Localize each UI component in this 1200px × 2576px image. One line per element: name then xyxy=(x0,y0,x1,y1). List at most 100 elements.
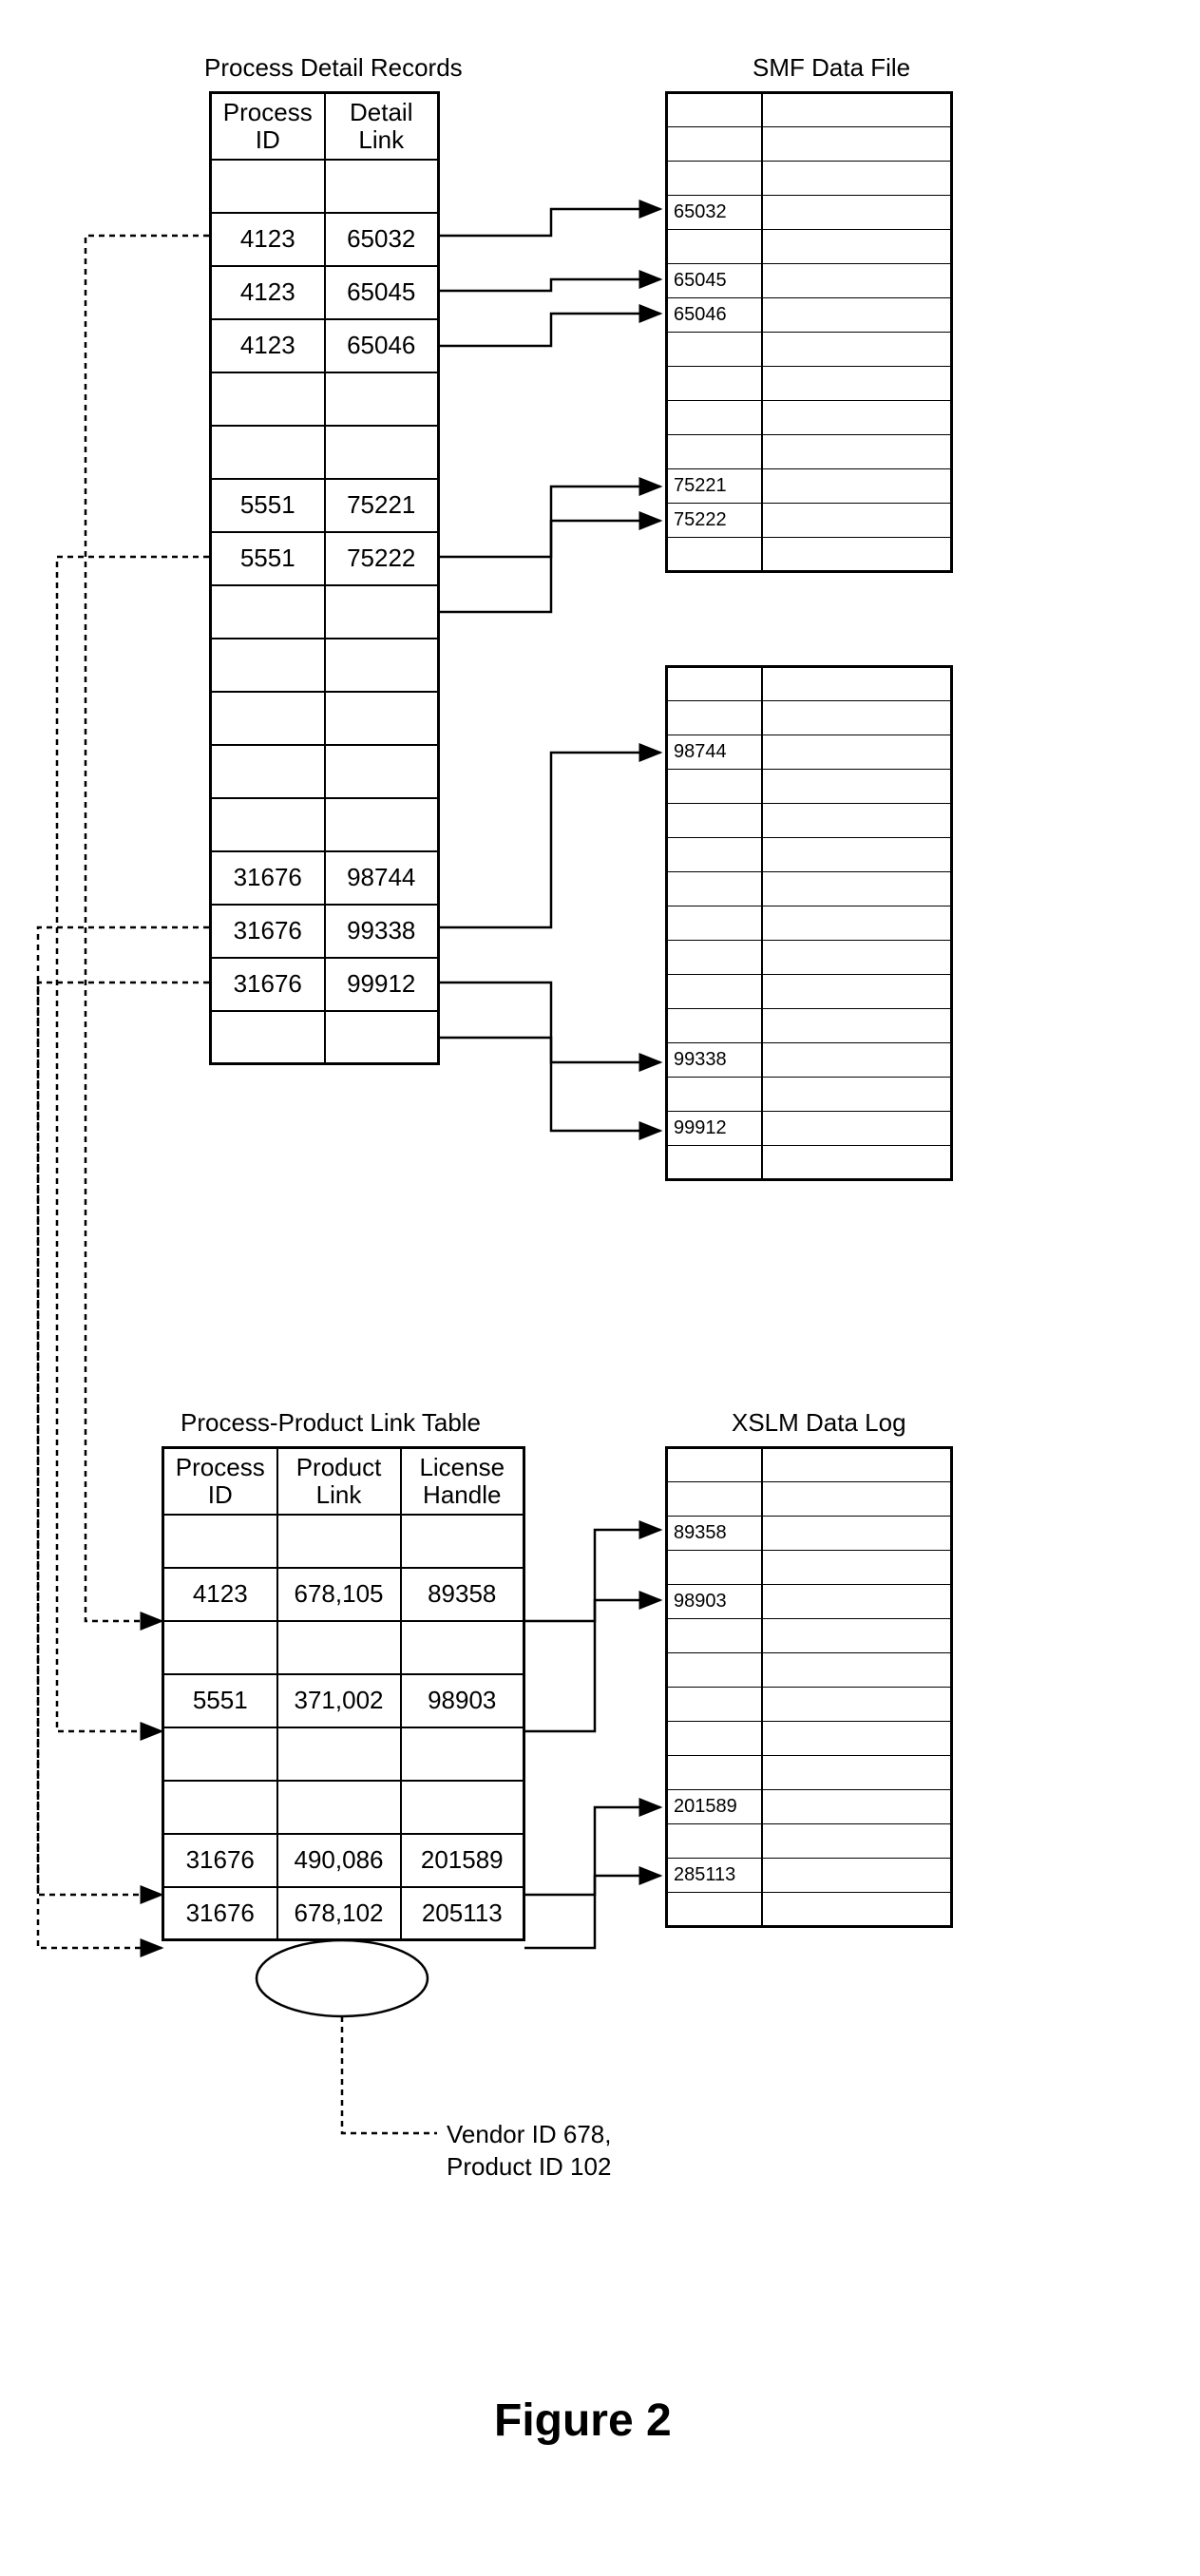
table-cell xyxy=(163,1515,277,1568)
table-cell xyxy=(211,798,325,851)
table-cell xyxy=(667,1448,762,1482)
table-cell xyxy=(211,426,325,479)
table-row: 31676490,086201589 xyxy=(163,1834,524,1887)
table-row xyxy=(211,745,439,798)
table-cell xyxy=(762,1619,952,1653)
smf-title: SMF Data File xyxy=(752,53,910,83)
table-cell: 285113 xyxy=(667,1859,762,1893)
table-row: 285113 xyxy=(667,1859,952,1893)
table-cell xyxy=(667,872,762,906)
table-cell xyxy=(762,230,952,264)
table-row xyxy=(667,401,952,435)
smf-block1-table: 6503265045650467522175222 xyxy=(665,91,953,573)
table-row xyxy=(163,1727,524,1781)
table-cell xyxy=(325,692,439,745)
table-cell xyxy=(667,1824,762,1859)
table-cell: 99912 xyxy=(325,958,439,1011)
table-cell xyxy=(277,1727,401,1781)
table-cell xyxy=(762,1551,952,1585)
table-cell xyxy=(401,1781,524,1834)
table-cell xyxy=(325,798,439,851)
table-row xyxy=(667,701,952,735)
table-row xyxy=(211,639,439,692)
table-cell xyxy=(211,372,325,426)
table-cell xyxy=(667,1722,762,1756)
table-cell: 678,105 xyxy=(277,1568,401,1621)
table-cell xyxy=(762,975,952,1009)
table-cell: 89358 xyxy=(401,1568,524,1621)
table-cell xyxy=(762,1893,952,1927)
table-row xyxy=(667,230,952,264)
table-cell xyxy=(667,906,762,941)
table-row xyxy=(667,1482,952,1517)
table-cell xyxy=(277,1621,401,1674)
table-cell xyxy=(277,1781,401,1834)
table-cell xyxy=(667,1482,762,1517)
table-cell xyxy=(762,367,952,401)
table-cell xyxy=(325,1011,439,1064)
table-cell xyxy=(667,975,762,1009)
table-cell xyxy=(762,735,952,770)
table-cell: 75221 xyxy=(325,479,439,532)
table-cell xyxy=(762,872,952,906)
table-cell: 4123 xyxy=(211,213,325,266)
table-cell xyxy=(211,585,325,639)
table-cell: 99338 xyxy=(667,1043,762,1078)
table-row: 89358 xyxy=(667,1517,952,1551)
table-cell: 201589 xyxy=(401,1834,524,1887)
table-cell xyxy=(762,1517,952,1551)
table-cell xyxy=(762,538,952,572)
table-cell xyxy=(667,435,762,469)
table-row xyxy=(211,160,439,213)
table-row xyxy=(667,1619,952,1653)
table-cell xyxy=(667,1688,762,1722)
table-row xyxy=(163,1781,524,1834)
table-cell xyxy=(762,838,952,872)
table-cell xyxy=(762,1824,952,1859)
process-product-header: ProcessID xyxy=(163,1448,277,1515)
table-row: 555175221 xyxy=(211,479,439,532)
table-cell: 98903 xyxy=(667,1585,762,1619)
table-row xyxy=(667,838,952,872)
table-row: 65045 xyxy=(667,264,952,298)
table-row xyxy=(211,585,439,639)
table-cell xyxy=(325,160,439,213)
table-row: 412365045 xyxy=(211,266,439,319)
table-cell xyxy=(667,1078,762,1112)
table-row xyxy=(667,975,952,1009)
table-cell: 31676 xyxy=(163,1834,277,1887)
table-cell xyxy=(667,1893,762,1927)
table-row: 65032 xyxy=(667,196,952,230)
table-row xyxy=(667,538,952,572)
table-cell xyxy=(325,639,439,692)
table-cell xyxy=(762,1756,952,1790)
table-row: 5551371,00298903 xyxy=(163,1674,524,1727)
table-cell: 75222 xyxy=(325,532,439,585)
table-cell xyxy=(163,1727,277,1781)
table-cell: 4123 xyxy=(211,266,325,319)
table-row xyxy=(211,426,439,479)
table-row xyxy=(211,372,439,426)
table-cell xyxy=(211,639,325,692)
table-cell: 99912 xyxy=(667,1112,762,1146)
table-cell xyxy=(667,93,762,127)
table-cell xyxy=(762,1043,952,1078)
table-cell xyxy=(762,298,952,333)
table-cell xyxy=(762,333,952,367)
table-cell xyxy=(762,1653,952,1688)
table-cell: 371,002 xyxy=(277,1674,401,1727)
table-cell xyxy=(762,701,952,735)
figure-label: Figure 2 xyxy=(494,2395,672,2447)
table-cell xyxy=(762,435,952,469)
table-cell: 65032 xyxy=(667,196,762,230)
table-cell xyxy=(211,692,325,745)
annotation-line2: Product ID 102 xyxy=(447,2152,611,2181)
table-cell: 5551 xyxy=(211,532,325,585)
table-cell xyxy=(401,1515,524,1568)
table-row xyxy=(211,1011,439,1064)
table-cell xyxy=(211,745,325,798)
table-cell: 678,102 xyxy=(277,1887,401,1940)
table-row: 555175222 xyxy=(211,532,439,585)
table-cell xyxy=(762,127,952,162)
table-cell xyxy=(667,162,762,196)
